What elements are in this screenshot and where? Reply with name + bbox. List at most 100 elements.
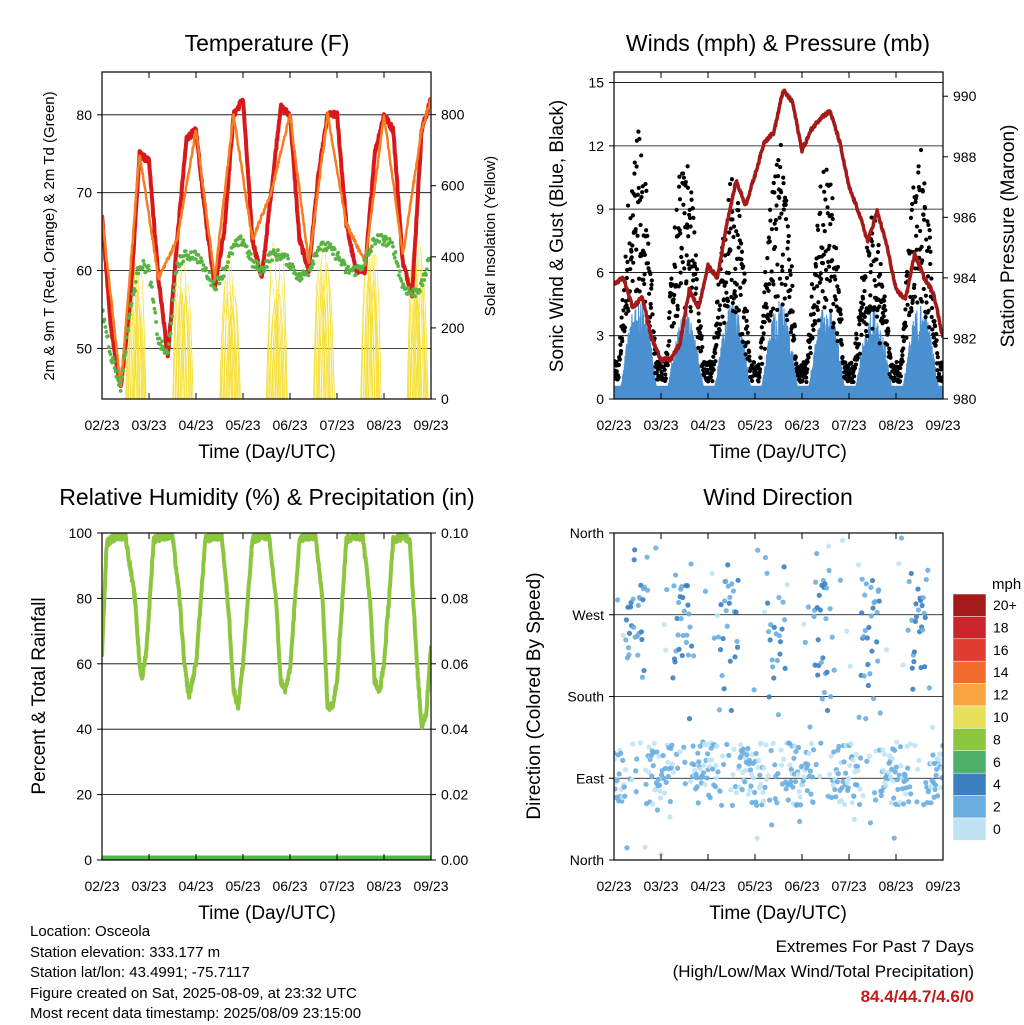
gust-point <box>790 283 795 289</box>
dewpoint-point <box>158 342 163 347</box>
gust-point <box>618 349 624 354</box>
gust-point <box>735 201 741 206</box>
dewpoint-point <box>424 267 429 272</box>
direction-point <box>639 636 645 643</box>
gust-point <box>824 297 829 303</box>
dewpoint-point <box>168 331 173 336</box>
direction-point <box>881 751 887 757</box>
gust-point <box>857 351 863 356</box>
direction-point <box>615 597 621 603</box>
gust-point <box>741 264 746 269</box>
direction-point <box>670 675 676 681</box>
direction-point <box>873 797 879 803</box>
gust-point <box>709 370 714 375</box>
gust-point <box>637 136 642 142</box>
direction-y-tick-label: North <box>570 852 604 868</box>
dewpoint-point <box>276 248 280 252</box>
gust-point <box>915 300 920 305</box>
dewpoint-point <box>284 262 289 267</box>
gust-point <box>835 284 840 289</box>
direction-point <box>730 771 736 778</box>
direction-point <box>822 581 828 587</box>
gust-point <box>685 185 691 190</box>
humidity-y2-tick-label: 0.08 <box>441 590 468 606</box>
gust-point <box>764 305 769 310</box>
gust-point <box>716 282 721 287</box>
direction-point <box>876 587 882 593</box>
gust-point <box>676 284 681 289</box>
gust-point <box>626 308 631 314</box>
direction-point <box>713 775 719 781</box>
gust-point <box>772 244 778 250</box>
direction-point <box>688 561 694 567</box>
gust-point <box>772 190 777 195</box>
gust-point <box>870 326 875 331</box>
humidity-y2-tick-label: 0.00 <box>441 852 468 868</box>
direction-point <box>634 756 640 762</box>
gust-point <box>720 314 725 319</box>
direction-point <box>811 613 817 620</box>
dewpoint-point <box>196 253 201 257</box>
gust-point <box>784 275 790 281</box>
direction-point <box>783 786 789 792</box>
direction-point <box>932 786 938 793</box>
direction-point <box>869 577 876 584</box>
winds-data <box>614 88 943 399</box>
direction-point <box>776 633 783 639</box>
direction-point <box>654 749 660 755</box>
speed-legend-swatch <box>952 683 987 707</box>
humidity-x-tick-label: 06/23 <box>272 878 307 894</box>
gust-point <box>829 212 834 218</box>
direction-x-tick-label: 02/23 <box>596 878 631 894</box>
gust-point <box>834 304 839 309</box>
gust-point <box>846 365 851 371</box>
gust-point <box>775 173 781 179</box>
direction-point <box>898 535 905 541</box>
gust-point <box>929 314 934 320</box>
direction-point <box>750 775 757 781</box>
direction-point <box>813 761 819 768</box>
dewpoint-point <box>157 336 162 341</box>
dewpoint-point <box>141 258 146 263</box>
direction-point <box>938 751 943 757</box>
gust-point <box>678 281 684 286</box>
gust-point <box>763 301 768 306</box>
direction-point <box>670 769 677 775</box>
gust-point <box>647 291 652 296</box>
gust-point <box>914 247 919 252</box>
temperature-y2-tick-label: 200 <box>441 320 465 336</box>
direction-point <box>660 752 666 759</box>
gust-point <box>643 228 649 233</box>
gust-point <box>759 345 764 350</box>
direction-point <box>623 617 630 623</box>
gust-point <box>632 160 637 165</box>
gust-point <box>735 232 740 238</box>
direction-point <box>831 667 837 673</box>
direction-point <box>730 588 737 594</box>
direction-point <box>807 768 814 774</box>
insolation-spike <box>318 271 331 399</box>
gust-point <box>830 216 835 222</box>
speed-legend-swatch <box>952 616 987 640</box>
direction-point <box>709 757 715 763</box>
temp-9m-line <box>102 96 431 388</box>
direction-point <box>765 629 772 635</box>
direction-point <box>626 630 633 636</box>
insolation-spike <box>320 262 334 399</box>
insolation-spike <box>415 309 428 399</box>
insolation-spike <box>227 285 240 399</box>
speed-legend-label: 10 <box>993 709 1009 725</box>
dewpoint-point <box>369 249 373 254</box>
direction-point <box>907 741 913 747</box>
direction-point <box>880 747 886 753</box>
direction-point <box>732 654 738 660</box>
gust-point <box>731 224 737 229</box>
winds-panel: Winds (mph) & Pressure (mb) Time (Day/UT… <box>547 30 1019 463</box>
dewpoint-point <box>424 273 428 277</box>
gust-point <box>791 333 796 338</box>
gust-point <box>806 355 811 360</box>
dewpoint-point <box>103 325 108 329</box>
gust-point <box>822 305 827 310</box>
gust-point <box>935 354 940 360</box>
gust-point <box>643 181 648 187</box>
